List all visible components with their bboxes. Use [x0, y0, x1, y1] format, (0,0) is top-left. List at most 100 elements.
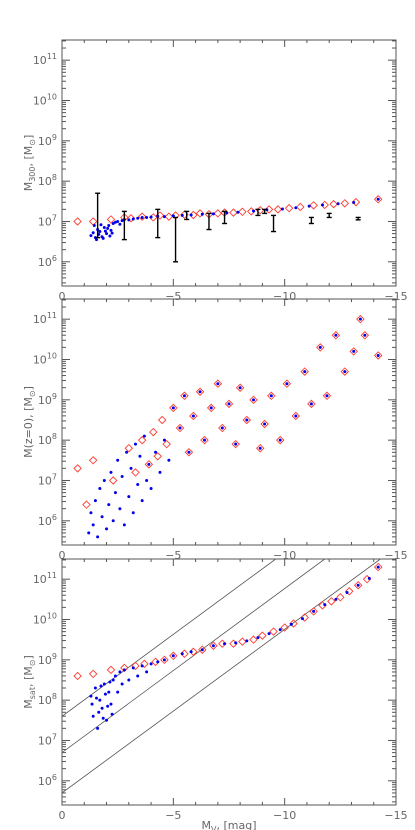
observed-satellite-point: [131, 661, 140, 671]
plot-area: [62, 559, 383, 794]
observed-satellite-point: [137, 435, 147, 445]
model-satellite-point: [120, 219, 124, 223]
model-satellite-point: [113, 674, 117, 678]
y-tick-label: 108: [38, 432, 57, 447]
observed-satellite-point: [184, 448, 194, 457]
observed-satellite-point: [73, 671, 82, 681]
model-satellite-point: [140, 664, 144, 668]
model-satellite-point: [358, 317, 362, 321]
observed-satellite-point: [120, 663, 129, 673]
model-satellite-point: [106, 704, 110, 708]
reference-line: [62, 559, 276, 717]
model-satellite-point: [200, 212, 204, 216]
y-tick-label: 109: [38, 652, 57, 667]
model-satellite-point: [111, 221, 115, 225]
model-satellite-point: [289, 622, 293, 626]
x-axis-title: MV, [mag]: [202, 819, 257, 830]
observed-satellite-point: [224, 399, 234, 409]
y-tick-label: 107: [38, 213, 57, 228]
model-satellite-point: [220, 426, 224, 430]
observed-satellite-point: [160, 655, 169, 665]
model-satellite-point: [103, 229, 107, 233]
model-satellite-point: [109, 228, 113, 232]
x-tick-label: −10: [273, 809, 296, 822]
error-bar: [173, 216, 179, 263]
observed-satellite-point: [336, 593, 345, 602]
model-satellite-point: [167, 458, 171, 462]
model-satellite-point: [136, 216, 140, 220]
y-tick-label: 1011: [33, 52, 57, 67]
observed-satellite-point: [195, 209, 205, 218]
model-satellite-point: [118, 670, 122, 674]
y-tick-label: 107: [38, 472, 57, 487]
model-satellite-point: [334, 333, 338, 337]
observed-satellite-point: [296, 202, 305, 212]
model-satellite-point: [92, 224, 96, 228]
model-satellite-point: [120, 682, 124, 686]
model-satellite-point: [336, 202, 340, 206]
observed-satellite-point: [373, 195, 383, 204]
model-satellite-point: [122, 668, 126, 672]
model-satellite-point: [129, 466, 133, 470]
model-satellite-point: [101, 236, 105, 240]
observed-satellite-point: [126, 214, 136, 223]
y-tick-label: 106: [38, 254, 57, 269]
model-satellite-point: [145, 670, 149, 674]
observed-satellite-point: [73, 217, 82, 226]
error-bar: [95, 192, 101, 239]
plot-frame: [61, 558, 397, 806]
observed-satellite-point: [255, 443, 265, 453]
model-satellite-point: [363, 333, 367, 337]
reference-line: [62, 559, 381, 794]
model-satellite-point: [105, 718, 109, 722]
observed-satellite-point: [213, 209, 223, 218]
model-satellite-point: [343, 370, 347, 374]
model-satellite-point: [90, 702, 94, 706]
model-satellite-point: [95, 696, 99, 700]
observed-satellite-point: [291, 411, 301, 421]
model-satellite-point: [251, 209, 255, 213]
y-tick-label: 107: [38, 732, 57, 747]
model-satellite-point: [236, 210, 240, 214]
x-tick-label: −5: [165, 290, 181, 303]
y-tick-label: 1011: [33, 571, 57, 586]
model-satellite-point: [98, 698, 102, 702]
model-satellite-point: [98, 487, 102, 491]
plot-area: [73, 192, 383, 263]
model-satellite-point: [142, 434, 146, 438]
observed-satellite-point: [264, 205, 274, 214]
model-satellite-point: [100, 515, 104, 519]
model-satellite-point: [109, 470, 113, 474]
model-satellite-point: [131, 217, 135, 221]
observed-satellite-point: [108, 476, 118, 485]
observed-satellite-point: [88, 456, 98, 465]
observed-satellite-point: [356, 314, 365, 324]
model-satellite-point: [102, 478, 106, 482]
observed-satellite-point: [340, 199, 350, 208]
observed-satellite-point: [180, 391, 189, 401]
observed-satellite-point: [137, 212, 147, 221]
observed-satellite-point: [140, 659, 149, 669]
error-bar: [121, 210, 127, 241]
y-tick-label: 108: [38, 692, 57, 707]
model-satellite-point: [91, 523, 95, 527]
model-satellite-point: [140, 215, 144, 219]
model-satellite-point: [131, 511, 135, 515]
model-satellite-point: [125, 450, 129, 454]
y-tick-label: 109: [38, 133, 57, 148]
observed-satellite-point: [282, 379, 292, 388]
model-satellite-point: [116, 458, 120, 462]
observed-satellite-point: [206, 403, 216, 413]
model-satellite-point: [312, 609, 316, 613]
model-satellite-point: [223, 642, 227, 646]
observed-satellite-point: [249, 635, 258, 644]
model-satellite-point: [96, 535, 100, 539]
model-satellite-point: [300, 617, 304, 621]
model-satellite-point: [138, 454, 142, 458]
y-tick-label: 1011: [33, 311, 57, 326]
model-satellite-point: [245, 418, 249, 422]
observed-satellite-point: [327, 597, 336, 606]
model-satellite-point: [93, 499, 97, 503]
observed-satellite-point: [106, 665, 116, 675]
observed-satellite-point: [300, 367, 309, 376]
